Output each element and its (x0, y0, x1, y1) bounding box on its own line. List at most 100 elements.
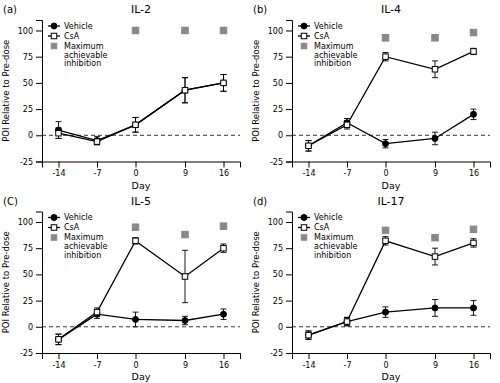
error-bar (383, 307, 389, 317)
legend-marker (301, 225, 307, 231)
point (471, 49, 477, 55)
error-bar (221, 309, 227, 319)
point (432, 305, 438, 311)
x-tick: -14 (52, 353, 65, 370)
legend-label-line: Maximum (314, 233, 354, 242)
y-tick-label: 25 (273, 105, 283, 114)
y-tick-mark (286, 135, 292, 136)
panel-label: (d) (253, 196, 267, 207)
series (56, 238, 227, 345)
x-tick-mark (474, 162, 475, 168)
legend: VehicleCsAMaximumachievableinhibition (48, 22, 107, 69)
y-tick-label: 75 (273, 244, 283, 253)
legend-item: CsA (298, 32, 330, 41)
x-tick: 9 (183, 162, 188, 179)
point (182, 318, 188, 324)
x-tick: 16 (469, 162, 479, 179)
y-tick-label: 100 (18, 27, 33, 36)
y-tick: 0 (278, 131, 292, 140)
x-tick: 16 (219, 162, 229, 179)
legend-label-line: achievable (314, 242, 357, 251)
error-bar (56, 334, 62, 344)
x-tick-label: 9 (183, 169, 188, 178)
point (133, 122, 139, 128)
y-axis-line (36, 212, 43, 354)
series-line (309, 308, 474, 335)
x-tick-label: -7 (344, 361, 352, 370)
point (470, 226, 477, 233)
panel: -14-70916-250255075100IL-17(d)DayPOI Rel… (251, 195, 491, 383)
x-tick: 16 (469, 353, 479, 370)
series-line (309, 241, 474, 335)
y-tick-mark (36, 222, 42, 223)
legend-marker (301, 215, 307, 221)
error-bar (133, 312, 139, 327)
series-line (59, 314, 224, 339)
series-line (59, 241, 224, 340)
x-tick-mark (224, 353, 225, 359)
x-tick-mark (185, 353, 186, 359)
legend-label: CsA (64, 32, 80, 41)
y-tick-label: 0 (28, 323, 33, 332)
x-tick: 16 (219, 353, 229, 370)
series (132, 27, 227, 34)
series (306, 300, 477, 340)
x-tick-mark (97, 162, 98, 168)
point (432, 234, 439, 241)
legend: VehicleCsAMaximumachievableinhibition (48, 213, 107, 260)
x-tick-label: -7 (94, 361, 102, 370)
x-tick-label: -14 (52, 361, 65, 370)
x-tick-mark (59, 353, 60, 359)
y-tick-mark (286, 274, 292, 275)
x-tick-label: -14 (302, 361, 315, 370)
y-tick-label: 100 (18, 218, 33, 227)
y-tick-mark (36, 248, 42, 249)
series (56, 309, 227, 345)
y-tick: 100 (268, 27, 292, 36)
y-tick-label: 0 (278, 131, 283, 140)
y-tick-label: 0 (28, 131, 33, 140)
panel: -14-70916-250255075100IL-2(a)DayPOI Rela… (1, 3, 241, 191)
y-tick-label: 75 (23, 53, 33, 62)
x-tick: -7 (94, 162, 102, 179)
y-tick: 75 (273, 53, 292, 62)
error-bar (432, 248, 438, 265)
panel: -14-70916-250255075100IL-4(b)DayPOI Rela… (251, 3, 491, 191)
legend-item: Vehicle (298, 22, 343, 31)
x-axis-title: Day (382, 180, 401, 191)
x-tick-mark (435, 353, 436, 359)
title: IL-17 (377, 195, 404, 208)
point (56, 130, 62, 136)
y-tick: 75 (273, 244, 292, 253)
plot-area (42, 27, 240, 144)
x-tick-mark (224, 162, 225, 168)
y-axis: -250255075100 (268, 21, 293, 167)
error-bar (432, 61, 438, 78)
legend-marker (301, 43, 307, 49)
point (383, 54, 389, 60)
y-tick-mark (286, 248, 292, 249)
error-bar (221, 75, 227, 92)
reference-line (292, 135, 490, 136)
x-tick: 0 (133, 353, 138, 370)
point (94, 139, 100, 145)
x-tick: -14 (302, 162, 315, 179)
legend-label-line: Vehicle (64, 22, 93, 31)
x-tick-mark (474, 353, 475, 359)
point (182, 274, 188, 280)
error-bar (306, 331, 312, 339)
y-axis: -250255075100 (18, 212, 43, 358)
legend-label: Vehicle (64, 22, 93, 31)
x-tick-mark (309, 353, 310, 359)
error-bar (344, 317, 350, 325)
series-line (59, 83, 224, 142)
point (432, 254, 438, 260)
point (221, 245, 227, 251)
legend-label-line: achievable (64, 242, 107, 251)
x-axis-title: Day (132, 371, 151, 382)
x-tick-label: -7 (344, 169, 352, 178)
series (382, 226, 477, 241)
y-tick-label: 50 (273, 79, 283, 88)
legend-label-line: Maximum (64, 42, 104, 51)
point (94, 309, 100, 315)
